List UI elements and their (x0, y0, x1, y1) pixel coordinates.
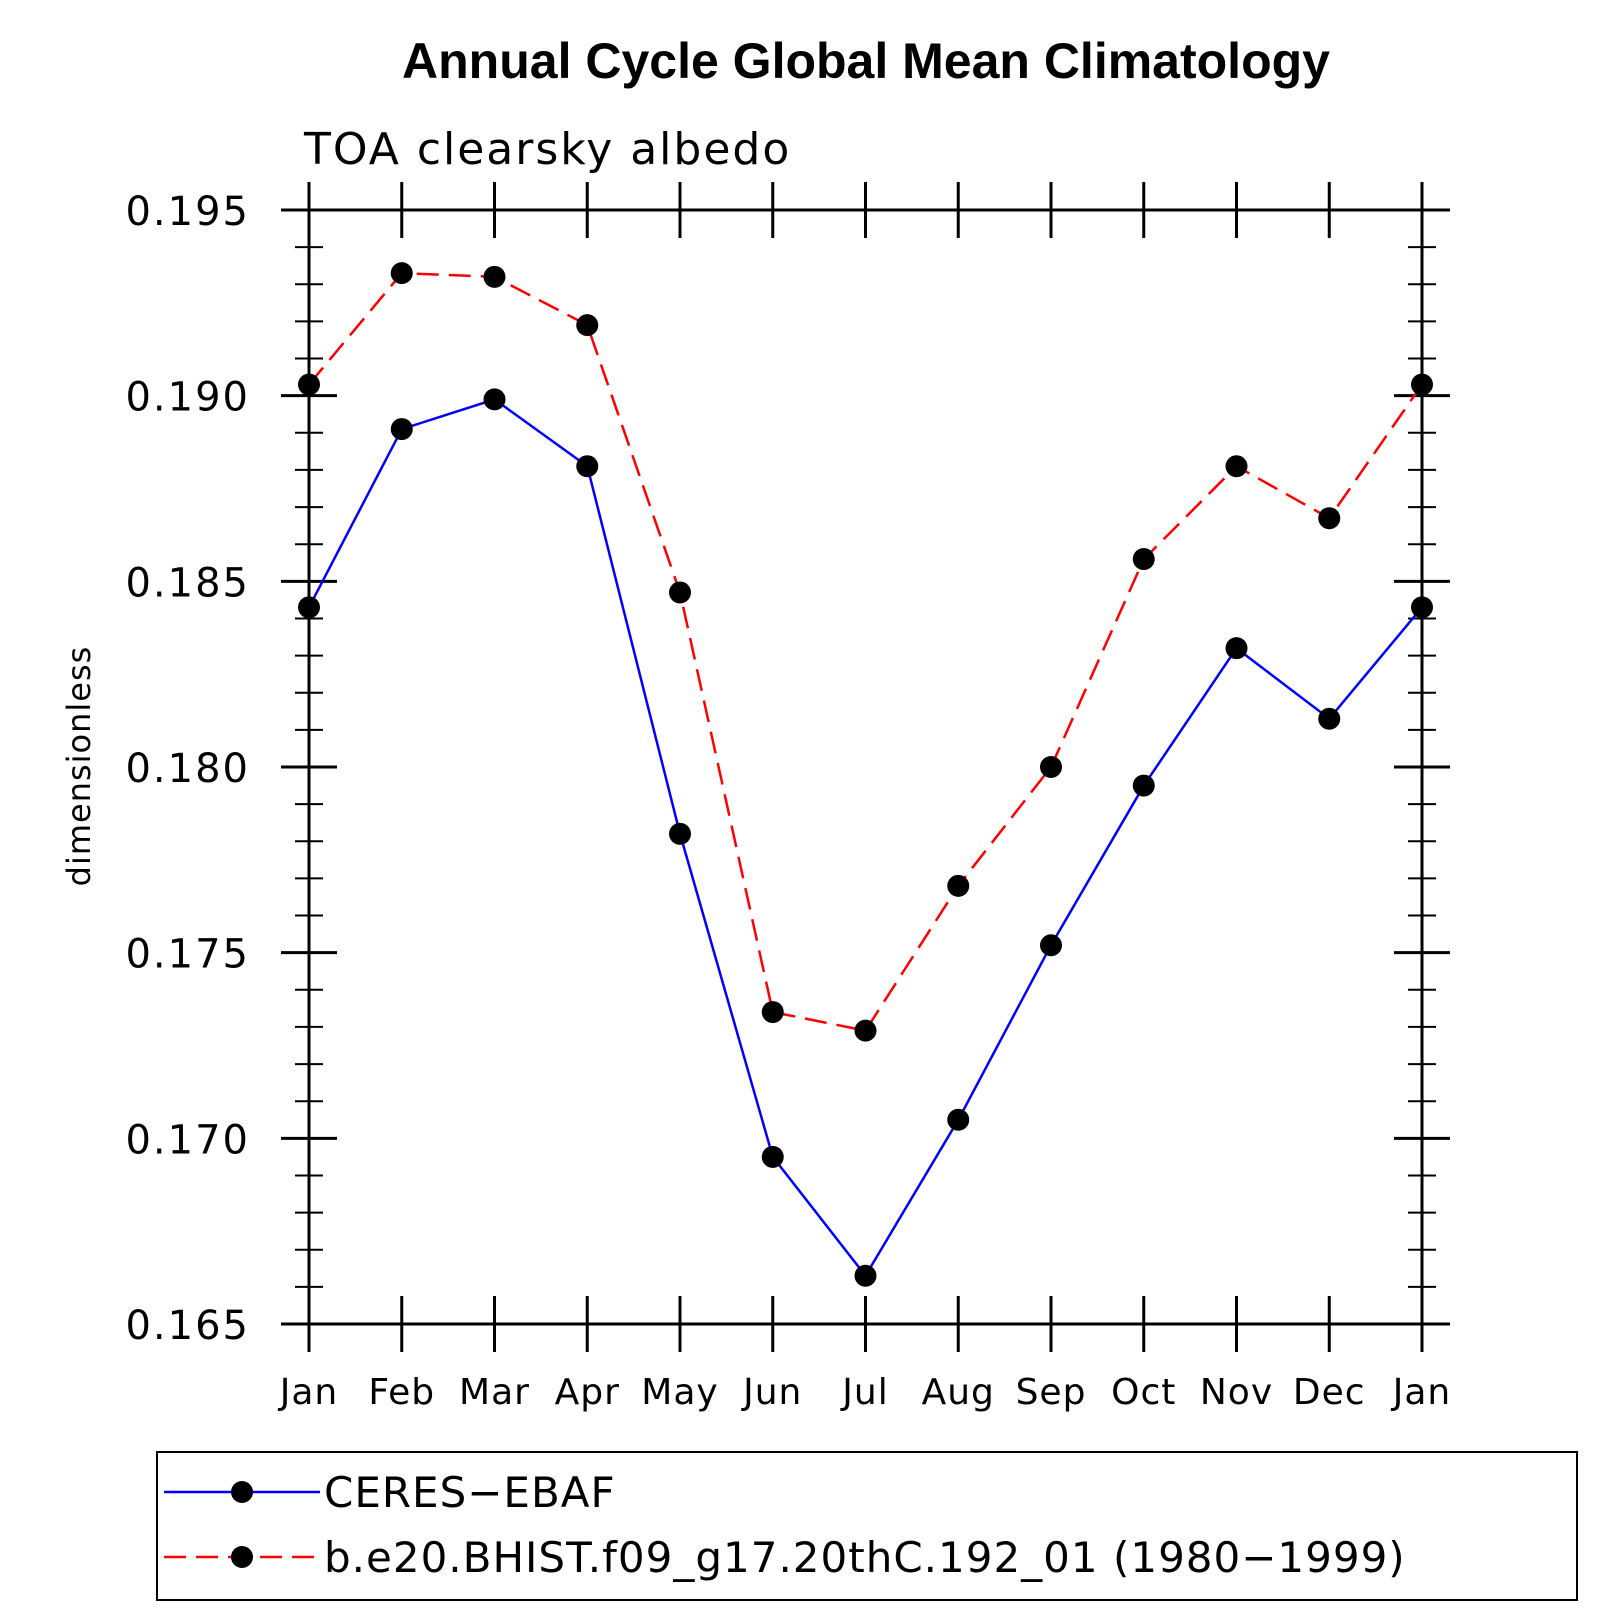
data-point-series-1 (669, 581, 691, 604)
data-point-series-0 (298, 596, 320, 619)
x-tick-label: Jan (278, 1372, 339, 1413)
x-tick-label: Sep (1016, 1372, 1087, 1413)
chart-subtitle: TOA clearsky albedo (303, 124, 791, 175)
legend-marker-ceres (231, 1481, 253, 1503)
data-point-series-0 (576, 455, 599, 478)
x-tick-labels: Jan Feb Mar Apr May Jun Jul Aug Sep Oct Nov Dec Jan (278, 1372, 1452, 1413)
x-tick-label: May (641, 1372, 718, 1413)
data-point-series-1 (1132, 548, 1155, 571)
data-point-series-0 (483, 388, 506, 411)
data-point-series-0 (390, 418, 413, 441)
data-point-series-1 (761, 1001, 784, 1024)
legend-box (156, 1451, 1578, 1601)
x-tick-label: Jan (1391, 1372, 1452, 1413)
x-tick-label: Oct (1111, 1372, 1176, 1413)
x-tick-label: Dec (1293, 1372, 1366, 1413)
data-point-series-1 (298, 373, 320, 396)
y-tick-label: 0.190 (125, 375, 250, 421)
y-tick-labels: 0.165 0.170 0.175 0.180 0.185 0.190 0.195 (125, 189, 250, 1349)
series-line-1 (308, 271, 1424, 1032)
series-lines (307, 271, 1424, 1278)
data-point-series-1 (576, 314, 599, 337)
data-point-series-0 (1225, 637, 1248, 660)
x-tick-label: Aug (922, 1372, 995, 1413)
legend-label-model: b.e20.BHIST.f09_g17.20thC.192_01 (1980−1… (324, 1533, 1406, 1582)
chart-title: Annual Cycle Global Mean Climatology (402, 33, 1330, 89)
series-points (298, 262, 1433, 1287)
x-tick-label: Jun (741, 1372, 802, 1413)
y-tick-label: 0.170 (125, 1117, 250, 1163)
legend-label-ceres: CERES−EBAF (324, 1468, 616, 1517)
y-tick-label: 0.175 (125, 932, 250, 978)
y-tick-label: 0.195 (125, 189, 250, 235)
data-point-series-0 (1040, 934, 1062, 957)
y-tick-label: 0.185 (125, 560, 250, 606)
data-point-series-1 (854, 1019, 877, 1042)
data-point-series-0 (854, 1264, 877, 1287)
y-tick-label: 0.165 (125, 1303, 250, 1349)
legend-marker-model (231, 1546, 253, 1568)
data-point-series-1 (390, 262, 413, 285)
data-point-series-1 (1225, 455, 1248, 478)
x-tick-label: Jul (840, 1372, 888, 1413)
legend: CERES−EBAF b.e20.BHIST.f09_g17.20thC.192… (156, 1451, 1578, 1601)
data-point-series-0 (1132, 774, 1155, 797)
data-point-series-0 (669, 822, 691, 845)
x-tick-label: Feb (368, 1372, 435, 1413)
x-tick-label: Nov (1200, 1372, 1273, 1413)
data-point-series-1 (1040, 756, 1062, 778)
data-point-series-0 (1411, 596, 1433, 619)
x-tick-label: Apr (555, 1372, 620, 1413)
series-line-0 (307, 398, 1423, 1278)
data-point-series-1 (483, 265, 506, 288)
x-tick-label: Mar (459, 1372, 530, 1413)
plot-frame (307, 208, 1424, 1326)
data-point-series-0 (1318, 707, 1341, 730)
data-point-series-1 (947, 874, 970, 897)
data-point-series-0 (947, 1108, 970, 1131)
data-point-series-1 (1411, 373, 1433, 396)
data-point-series-0 (761, 1145, 784, 1168)
data-point-series-1 (1318, 507, 1341, 530)
y-tick-label: 0.180 (125, 746, 250, 792)
y-axis-label: dimensionless (60, 646, 98, 887)
axis-ticks (281, 182, 1450, 1352)
